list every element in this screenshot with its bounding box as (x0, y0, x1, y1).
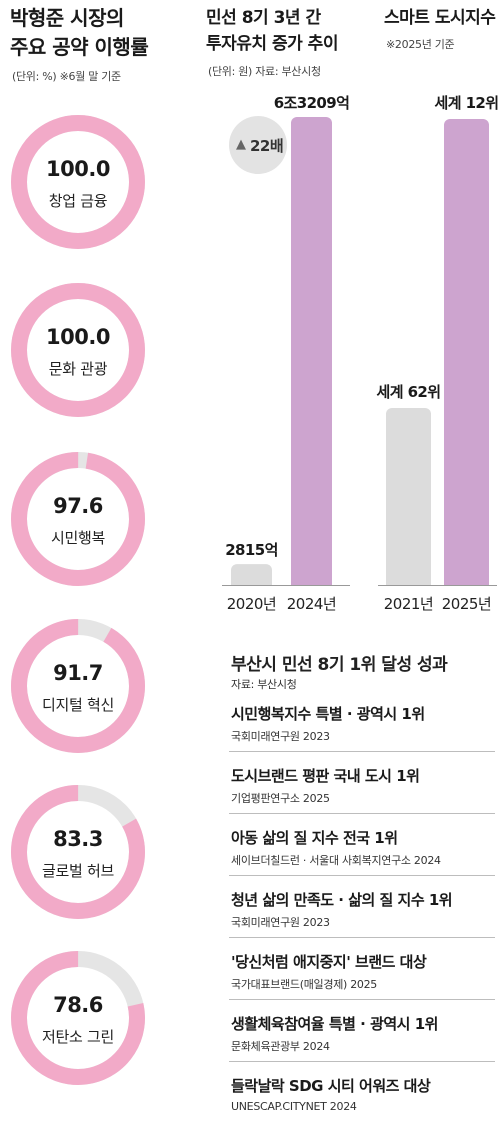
invest-axis-label: 2024년 (287, 595, 336, 613)
donut-progress (11, 115, 145, 249)
middle-title-line1: 민선 8기 3년 간 (206, 8, 321, 28)
achievements-source: 자료: 부산시청 (231, 678, 297, 691)
donut-value: 83.3 (53, 827, 103, 851)
rank-data-label: 세계 12위 (435, 94, 499, 112)
invest-data-label: 2815억 (225, 541, 278, 559)
donut-value: 91.7 (53, 661, 103, 685)
achievement-source: 국회미래연구원 2023 (231, 730, 330, 743)
bar-charts: 2815억 2020년 6조3209억 2024년 세계 62위 2021년 세계 12위 2… (222, 94, 499, 613)
achievement-source: 기업평판연구소 2025 (231, 792, 330, 805)
invest-bar-base (231, 577, 272, 585)
donut-progress (11, 619, 145, 753)
donut-5: 83.3 글로벌 허브 (11, 785, 145, 919)
achievement-separator (229, 937, 495, 938)
donut-progress (11, 951, 145, 1085)
achievement-source: UNESCAP.CITYNET 2024 (231, 1100, 357, 1113)
donut-progress (11, 283, 145, 417)
achievement-title: 생활체육참여율 특별 · 광역시 1위 (231, 1015, 438, 1033)
achievement-title: 아동 삶의 질 지수 전국 1위 (231, 829, 398, 847)
invest-bar-2024년 (291, 117, 332, 585)
achievement-separator (229, 751, 495, 752)
achievement-title: '당신처럼 애지중지' 브랜드 대상 (231, 953, 427, 971)
achievement-separator (229, 875, 495, 876)
donut-label: 문화 관광 (49, 360, 108, 378)
invest-data-label: 6조3209억 (274, 94, 350, 112)
donut-3: 97.6 시민행복 (11, 452, 145, 586)
left-unit-note: (단위: %) ※6월 말 기준 (12, 70, 121, 83)
donut-label: 디지털 혁신 (42, 696, 114, 714)
rank-bar-2025년 (444, 119, 489, 585)
donut-value: 100.0 (46, 157, 110, 181)
donut-4: 91.7 디지털 혁신 (11, 619, 145, 753)
achievement-title: 들락날락 SDG 시티 어워즈 대상 (231, 1077, 431, 1095)
achievements-title: 부산시 민선 8기 1위 달성 성과 (231, 655, 448, 675)
donut-label: 글로벌 허브 (42, 862, 114, 880)
achievement-source: 세이브더칠드런 · 서울대 사회복지연구소 2024 (231, 854, 441, 867)
achievement-source: 국회미래연구원 2023 (231, 916, 330, 929)
growth-badge: ▲ 22배 (229, 116, 287, 174)
donut-chart-group: 100.0 창업 금융 100.0 문화 관광 97.6 시민행복 91.7 디지털 혁신 83… (11, 115, 145, 1085)
achievement-source: 국가대표브랜드(매일경제) 2025 (231, 978, 377, 991)
rank-data-label: 세계 62위 (377, 383, 441, 401)
middle-title-line2: 투자유치 증가 추이 (206, 34, 338, 54)
middle-unit-note: (단위: 원) 자료: 부산시청 (208, 65, 321, 78)
rank-bar-2021년 (386, 408, 431, 585)
right-title: 스마트 도시지수 (384, 8, 496, 28)
rank-axis-label: 2025년 (442, 595, 491, 613)
growth-badge-label: 22배 (250, 137, 284, 155)
donut-1: 100.0 창업 금융 (11, 115, 145, 249)
donut-2: 100.0 문화 관광 (11, 283, 145, 417)
invest-axis-label: 2020년 (227, 595, 276, 613)
right-note: ※2025년 기준 (386, 38, 455, 51)
left-title-line2: 주요 공약 이행률 (10, 35, 149, 59)
donut-value: 78.6 (53, 993, 103, 1017)
invest-bar-base (291, 577, 332, 585)
rank-bar-base (444, 577, 489, 585)
donut-progress (11, 452, 145, 586)
donut-label: 창업 금융 (49, 192, 107, 210)
up-triangle-icon: ▲ (236, 137, 246, 152)
achievement-separator (229, 999, 495, 1000)
donut-label: 시민행복 (51, 529, 105, 547)
rank-axis-label: 2021년 (384, 595, 433, 613)
donut-label: 저탄소 그린 (42, 1028, 114, 1046)
achievement-title: 도시브랜드 평판 국내 도시 1위 (231, 767, 420, 785)
achievement-separator (229, 813, 495, 814)
donut-value: 97.6 (53, 494, 103, 518)
rank-bar-base (386, 577, 431, 585)
achievement-title: 시민행복지수 특별 · 광역시 1위 (231, 705, 425, 723)
donut-value: 100.0 (46, 325, 110, 349)
achievement-source: 문화체육관광부 2024 (231, 1040, 330, 1053)
achievement-title: 청년 삶의 만족도 · 삶의 질 지수 1위 (231, 891, 453, 909)
achievement-separator (229, 1061, 495, 1062)
left-title-line1: 박형준 시장의 (10, 6, 124, 30)
donut-6: 78.6 저탄소 그린 (11, 951, 145, 1085)
donut-progress (11, 785, 145, 919)
